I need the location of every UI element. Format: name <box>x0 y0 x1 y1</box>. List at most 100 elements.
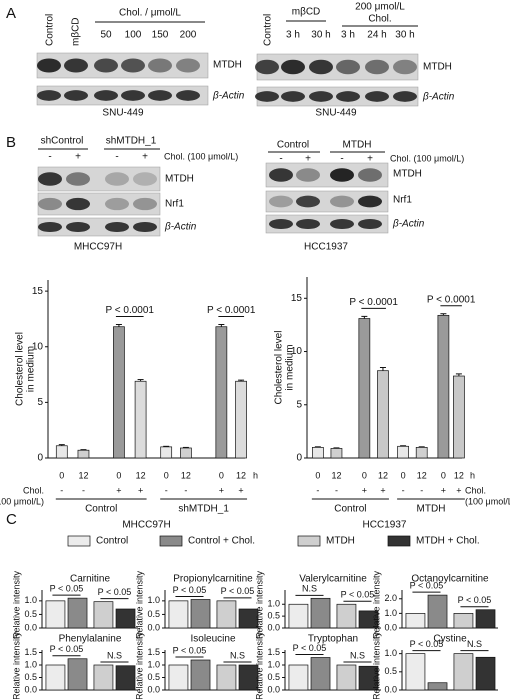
blot-band <box>105 221 129 233</box>
row-label: Chol. <box>465 485 486 495</box>
sign: - <box>165 485 168 495</box>
bar <box>45 600 66 629</box>
y-axis-label: Relative intensity <box>254 631 264 699</box>
row-label: (100 μmol/L) <box>465 496 510 506</box>
blot-band <box>148 58 172 73</box>
blot-band <box>66 221 90 233</box>
bar <box>134 380 147 459</box>
row-label: Chol. <box>23 485 44 495</box>
legend-swatch <box>159 535 183 547</box>
bar <box>77 449 90 459</box>
blot-band <box>133 172 157 186</box>
blot-band <box>255 59 279 75</box>
blot-band <box>281 59 305 75</box>
blot-band <box>358 218 382 230</box>
treatment: Chol. (100 μmol/L) <box>390 153 464 163</box>
blot-band <box>133 197 157 211</box>
x-tick-label: 0 <box>315 470 320 480</box>
y-tick-label: 0 <box>37 453 43 464</box>
annotation: P < 0.0001 <box>207 305 256 316</box>
bar <box>330 448 343 459</box>
blot-band <box>365 91 389 102</box>
row-label: MTDH <box>393 169 422 180</box>
sign: - <box>82 485 85 495</box>
header: mβCD <box>292 7 321 18</box>
annotation: N.S <box>230 650 245 660</box>
treatment: Chol. (100 μmol/L) <box>164 151 238 161</box>
x-tick-label: 12 <box>417 470 427 480</box>
blot-band <box>358 168 382 182</box>
blot-band <box>121 90 145 101</box>
row-label: (100 μmol/L) <box>0 496 44 506</box>
blot-band <box>393 91 417 102</box>
bar <box>55 445 68 459</box>
sign: - <box>115 152 118 163</box>
blot-band <box>38 221 62 233</box>
y-axis-label: Relative intensity <box>134 570 144 639</box>
bar <box>160 446 173 459</box>
row-label: MTDH <box>165 174 194 185</box>
y-axis-label: in medium <box>26 346 37 392</box>
y-axis-label: Relative intensity <box>11 570 21 639</box>
annotation: P < 0.05 <box>410 580 444 590</box>
blot-strip <box>265 214 389 234</box>
lane-label: mβCD <box>71 17 82 46</box>
row-label: Nrf1 <box>165 199 184 210</box>
x-tick-label: 12 <box>378 470 388 480</box>
blot-band <box>309 59 333 75</box>
annotation: P < 0.0001 <box>427 294 476 305</box>
chart-title: Cystine <box>433 634 467 645</box>
blot-band <box>133 221 157 233</box>
x-tick-label: 0 <box>219 470 224 480</box>
bar <box>67 658 88 691</box>
legend-swatch <box>297 535 321 547</box>
blot-band <box>38 197 62 211</box>
y-tick-label: 1.0 <box>384 648 397 658</box>
bar <box>115 665 136 691</box>
y-tick-label: 1.0 <box>147 659 160 669</box>
cell-line: MHCC97H <box>122 520 170 531</box>
y-tick-label: 1.0 <box>267 659 280 669</box>
blot-band <box>336 91 360 102</box>
time: 30 h <box>395 30 414 41</box>
blot-strip <box>37 192 161 216</box>
annotation: N.S <box>467 639 482 649</box>
blot-band <box>393 59 417 75</box>
bar <box>397 445 409 459</box>
x-tick-label: 0 <box>362 470 367 480</box>
blot-band <box>296 168 320 182</box>
legend-swatch <box>67 535 91 547</box>
blot-band <box>37 90 61 101</box>
row-label: β-Actin <box>212 91 245 102</box>
annotation: P < 0.05 <box>341 590 375 600</box>
y-tick-label: 0.0 <box>147 684 160 694</box>
blot-band <box>255 91 279 102</box>
sign: + <box>380 485 385 495</box>
y-tick-label: 0.0 <box>267 684 280 694</box>
blot-band <box>358 195 382 208</box>
blot-band <box>176 90 200 101</box>
annotation: N.S <box>302 584 317 594</box>
bar <box>216 600 237 629</box>
sign: + <box>362 485 367 495</box>
sign: - <box>340 154 343 165</box>
y-tick-label: 0.0 <box>24 684 37 694</box>
sign: - <box>420 485 423 495</box>
y-tick-label: 0.5 <box>384 666 397 676</box>
cell-line: SNU-449 <box>102 108 144 119</box>
unit: h <box>470 470 475 480</box>
legend-swatch <box>387 535 411 547</box>
blot-band <box>105 197 129 211</box>
blot-band <box>37 58 61 73</box>
chart-title: Tryptophan <box>308 634 358 645</box>
bar <box>475 656 496 691</box>
annotation: P < 0.0001 <box>106 305 155 316</box>
blot-band <box>121 58 145 73</box>
bar <box>415 447 428 459</box>
y-tick-label: 0.5 <box>267 672 280 682</box>
bar <box>238 664 259 691</box>
bar <box>168 600 189 629</box>
row-label: MTDH <box>213 60 242 71</box>
y-axis-label: Cholesterol level <box>15 332 26 406</box>
panel-label: C <box>6 511 17 528</box>
